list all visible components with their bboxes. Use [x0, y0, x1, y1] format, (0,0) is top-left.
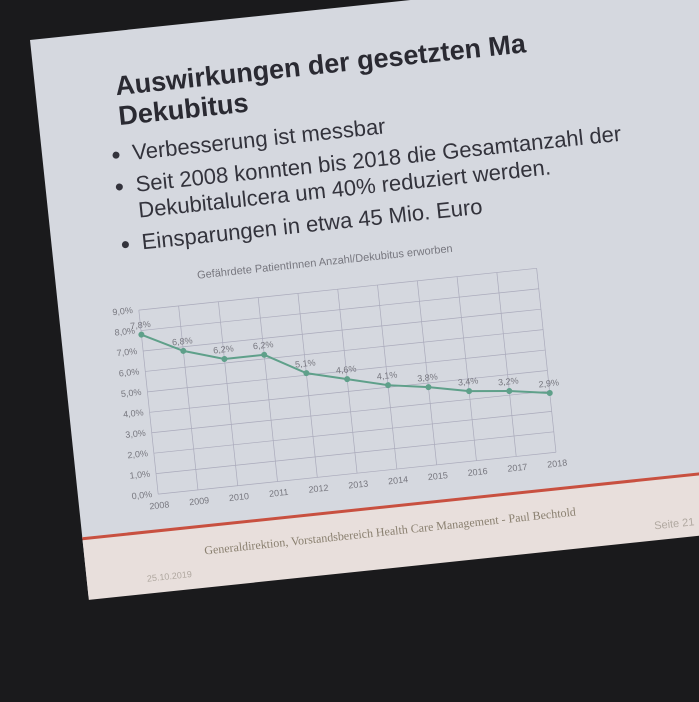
- x-tick-label: 2017: [507, 462, 528, 474]
- grid-line: [258, 298, 277, 482]
- grid-line: [218, 302, 237, 486]
- y-tick-label: 7,0%: [116, 346, 137, 358]
- data-label: 5,1%: [295, 357, 316, 369]
- data-label: 3,4%: [457, 376, 478, 388]
- x-tick-label: 2011: [269, 487, 289, 499]
- x-tick-label: 2009: [189, 495, 210, 507]
- grid-line: [537, 268, 556, 452]
- data-label: 7,8%: [130, 319, 151, 331]
- data-label: 6,2%: [252, 339, 273, 351]
- x-tick-label: 2012: [308, 483, 329, 495]
- grid-line: [298, 293, 317, 477]
- data-point: [138, 331, 145, 338]
- y-tick-label: 1,0%: [129, 469, 150, 481]
- data-label: 3,2%: [498, 375, 519, 387]
- data-point: [261, 352, 268, 359]
- x-tick-label: 2016: [467, 466, 488, 478]
- data-label: 6,2%: [213, 343, 234, 355]
- y-tick-label: 4,0%: [123, 407, 144, 419]
- x-tick-label: 2014: [388, 474, 409, 486]
- data-point: [180, 348, 187, 355]
- data-label: 4,6%: [335, 364, 356, 376]
- y-tick-label: 5,0%: [120, 387, 141, 399]
- data-point: [546, 390, 553, 397]
- data-point: [506, 388, 513, 395]
- page: Auswirkungen der gesetzten MaDekubitus V…: [0, 0, 699, 702]
- data-point: [344, 376, 351, 383]
- data-point: [221, 356, 228, 363]
- x-tick-label: 2008: [149, 499, 170, 511]
- data-point: [466, 388, 473, 395]
- data-label: 4,1%: [376, 370, 397, 382]
- data-point: [425, 384, 432, 391]
- grid-line: [457, 277, 476, 461]
- y-tick-label: 0,0%: [131, 489, 152, 501]
- data-label: 2,9%: [538, 377, 559, 389]
- x-tick-label: 2018: [547, 458, 568, 470]
- y-tick-label: 9,0%: [112, 305, 133, 317]
- title-line: Auswirkungen der gesetzten Ma: [114, 28, 527, 101]
- x-tick-label: 2013: [348, 478, 369, 490]
- x-tick-label: 2015: [427, 470, 448, 482]
- x-tick-label: 2010: [228, 491, 249, 503]
- page-number: Seite 21: [654, 516, 695, 532]
- footer-text: Generaldirektion, Vorstandsbereich Healt…: [204, 505, 577, 559]
- data-label: 6,8%: [172, 335, 193, 347]
- y-tick-label: 6,0%: [118, 366, 139, 378]
- y-tick-label: 2,0%: [127, 448, 148, 460]
- chart: Gefährdete PatientInnen Anzahl/Dekubitus…: [95, 226, 579, 523]
- y-tick-label: 3,0%: [125, 428, 146, 440]
- grid-line: [179, 306, 198, 490]
- footer-date: 25.10.2019: [146, 569, 192, 584]
- grid-line: [497, 272, 516, 456]
- data-label: 3,8%: [417, 372, 438, 384]
